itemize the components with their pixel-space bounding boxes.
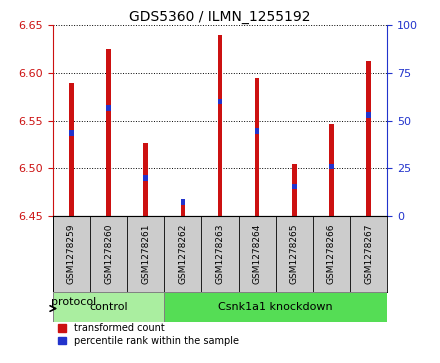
Text: GSM1278266: GSM1278266	[327, 224, 336, 284]
Text: GSM1278265: GSM1278265	[290, 224, 299, 284]
Bar	[255, 78, 260, 216]
Bar	[106, 106, 111, 111]
Bar	[143, 143, 148, 216]
Bar	[292, 164, 297, 216]
Bar	[218, 35, 222, 216]
Text: control: control	[89, 302, 128, 312]
Bar	[255, 129, 260, 134]
Text: GSM1278264: GSM1278264	[253, 224, 262, 284]
Bar	[180, 199, 185, 205]
Text: Csnk1a1 knockdown: Csnk1a1 knockdown	[218, 302, 333, 312]
Bar	[367, 61, 371, 216]
Bar	[143, 175, 148, 181]
Bar	[69, 83, 73, 216]
Legend: transformed count, percentile rank within the sample: transformed count, percentile rank withi…	[58, 323, 239, 346]
Text: GSM1278260: GSM1278260	[104, 224, 113, 284]
Bar	[69, 130, 73, 136]
Text: GSM1278263: GSM1278263	[216, 224, 224, 284]
Bar	[292, 184, 297, 189]
Text: GSM1278262: GSM1278262	[178, 224, 187, 284]
Text: GSM1278259: GSM1278259	[67, 224, 76, 284]
Text: protocol: protocol	[51, 297, 96, 307]
Bar	[218, 99, 222, 105]
Bar	[180, 199, 185, 216]
Bar	[164, 292, 387, 322]
Bar	[53, 292, 164, 322]
Bar	[367, 112, 371, 118]
Bar	[329, 123, 334, 216]
Text: GSM1278261: GSM1278261	[141, 224, 150, 284]
Bar	[106, 49, 111, 216]
Title: GDS5360 / ILMN_1255192: GDS5360 / ILMN_1255192	[129, 11, 311, 24]
Bar	[329, 164, 334, 169]
Text: GSM1278267: GSM1278267	[364, 224, 373, 284]
